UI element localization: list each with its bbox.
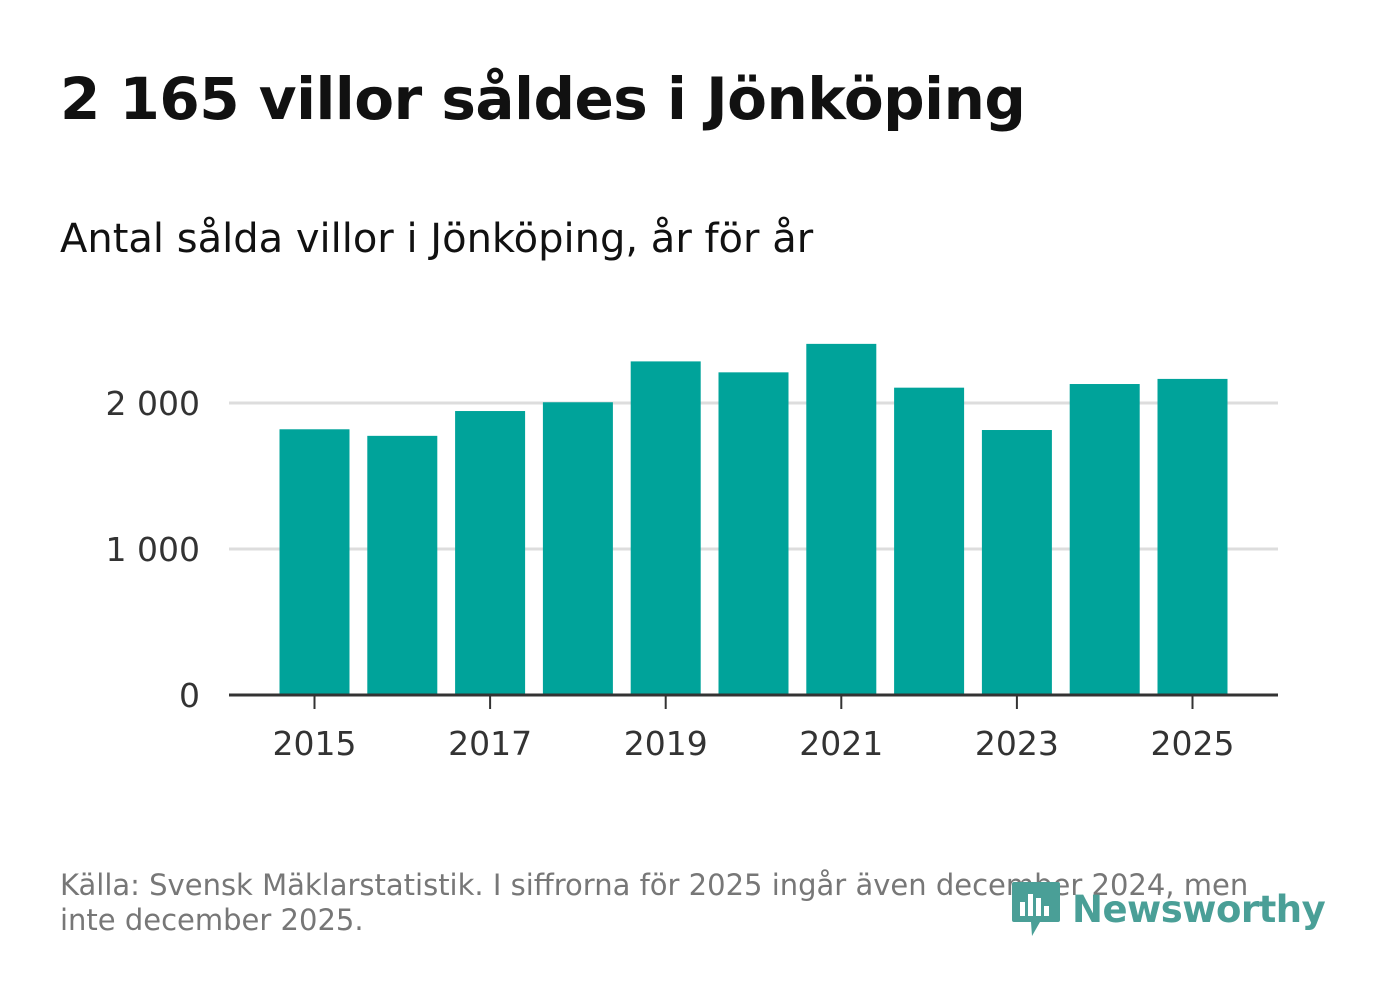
x-tick-label: 2025 [1151, 724, 1235, 763]
bar-2018 [542, 402, 613, 695]
chart-subtitle: Antal sålda villor i Jönköping, år för å… [60, 216, 814, 262]
x-tick-label: 2017 [448, 724, 532, 763]
x-tick-label: 2015 [273, 724, 357, 763]
y-tick-label: 0 [179, 676, 200, 715]
bar-2024 [1069, 384, 1140, 695]
bar-2016 [367, 435, 438, 695]
y-tick-label: 2 000 [106, 384, 200, 423]
bar-2022 [894, 387, 965, 695]
x-tick-label: 2019 [624, 724, 708, 763]
bar-2017 [455, 411, 526, 695]
newsworthy-logo-icon [1012, 882, 1060, 936]
x-tick-label: 2021 [799, 724, 883, 763]
newsworthy-logo: Newsworthy [1010, 880, 1326, 938]
bar-2023 [981, 430, 1052, 695]
bar-2021 [806, 343, 877, 695]
bars [279, 343, 1228, 695]
chart-title: 2 165 villor såldes i Jönköping [60, 65, 1026, 133]
bar-2025 [1157, 378, 1228, 695]
y-tick-label: 1 000 [106, 530, 200, 569]
axes: 0 1 000 2 000 2015 2017 2019 2021 2023 2025 [106, 384, 1278, 763]
x-tick-label: 2023 [975, 724, 1059, 763]
newsworthy-logo-text: Newsworthy [1072, 887, 1326, 931]
bar-2019 [630, 361, 701, 695]
bar-2020 [718, 372, 789, 695]
bar-2015 [279, 429, 350, 695]
